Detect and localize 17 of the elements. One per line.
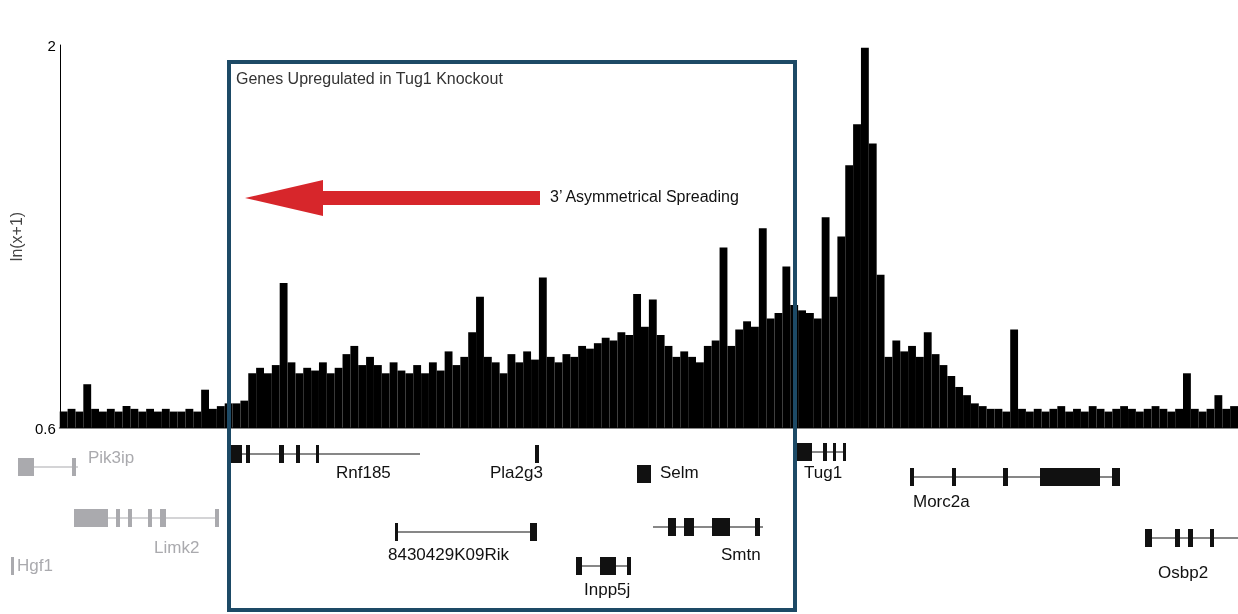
annotation: Genes Upregulated in Tug1 Knockout [236, 70, 503, 88]
text: Hgf1 [17, 556, 53, 576]
text: Pik3ip [88, 448, 135, 468]
annotation: 3’ Asymmetrical Spreading [550, 188, 739, 206]
text: Rnf185 [336, 463, 391, 483]
text: Tug1 [804, 463, 843, 483]
text: Limk2 [154, 538, 200, 558]
text: Pla2g3 [490, 463, 543, 483]
y-tick-label: 0.6 [34, 419, 56, 437]
text: Osbp2 [1158, 563, 1209, 583]
text: Inpp5j [584, 580, 631, 600]
text: Smtn [721, 545, 761, 565]
y-axis-title: ln(x+1) [7, 211, 25, 262]
text: 8430429K09Rik [388, 545, 509, 565]
text: Selm [660, 463, 699, 483]
y-tick-label: 2 [47, 36, 56, 54]
text: Morc2a [913, 492, 970, 512]
